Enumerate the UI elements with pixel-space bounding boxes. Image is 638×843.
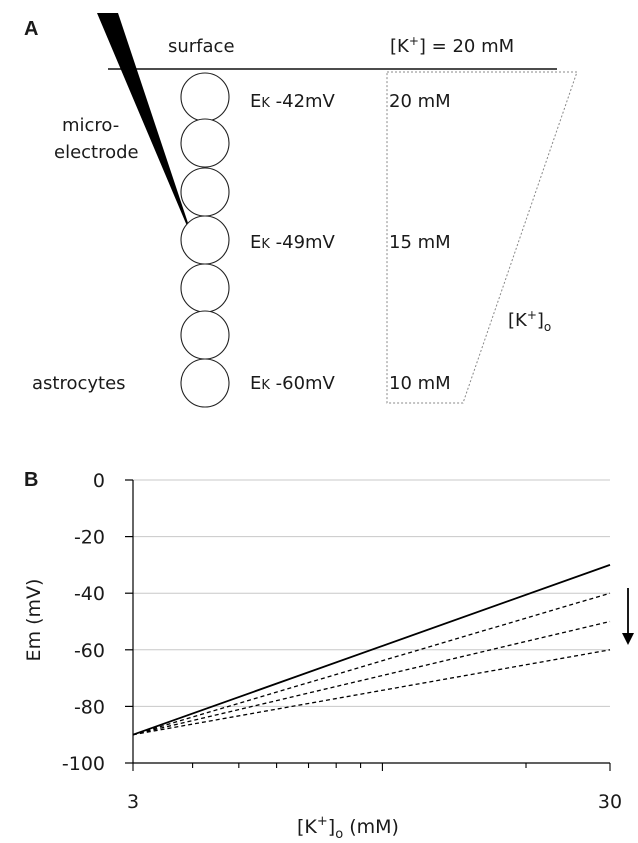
astrocyte-cell — [180, 167, 230, 217]
astrocytes-label: astrocytes — [32, 373, 126, 394]
x-tick-label: 3 — [127, 791, 139, 813]
astrocyte-cell — [180, 263, 230, 313]
series-line-3 — [132, 620, 611, 736]
x-axis-label: [K+]o (mM) — [297, 814, 399, 842]
ek-row-1: EK -42mV — [250, 91, 336, 112]
y-tick-label: 0 — [93, 470, 105, 492]
x-tick-label: 30 — [598, 791, 622, 813]
panel-a: A surface [K+] = 20 mM micro- electrode … — [24, 13, 578, 408]
y-tick-label: -60 — [74, 640, 105, 662]
y-tick-label: -80 — [74, 696, 105, 718]
surface-label: surface — [168, 36, 235, 57]
concentration-row-3: 10 mM — [389, 373, 451, 394]
bath-concentration-label: [K+] = 20 mM — [390, 34, 514, 57]
microelectrode-shape — [97, 13, 191, 233]
series-line-4 — [132, 649, 611, 736]
series-line-2 — [132, 592, 611, 736]
y-tick-labels: 0 -20 -40 -60 -80 -100 — [62, 470, 105, 775]
gradient-label: [K+]o — [508, 308, 551, 334]
astrocyte-chain — [180, 72, 230, 408]
astrocyte-cell — [180, 118, 230, 168]
astrocyte-cell — [180, 358, 230, 408]
panel-a-letter: A — [24, 18, 38, 40]
astrocyte-cell — [180, 215, 230, 265]
ek-row-2: EK -49mV — [250, 232, 336, 253]
y-tick-label: -20 — [74, 527, 105, 549]
chart-gridlines — [133, 479, 610, 707]
microelectrode-label-line2: electrode — [54, 142, 139, 163]
astrocyte-cell — [180, 72, 230, 122]
potassium-gradient-wedge — [386, 71, 578, 404]
panel-b: B 0 -20 -40 -60 -80 -100 3 30 Em (mV) [K+]o (m… — [23, 469, 634, 842]
y-axis-label: Em (mV) — [23, 579, 45, 662]
astrocyte-cell — [180, 310, 230, 360]
ek-row-3: EK -60mV — [250, 373, 336, 394]
concentration-row-1: 20 mM — [389, 91, 451, 112]
series-line-1 — [132, 564, 611, 736]
concentration-row-2: 15 mM — [389, 232, 451, 253]
x-tick-labels: 3 30 — [127, 791, 622, 813]
y-tick-label: -40 — [74, 583, 105, 605]
y-tick-label: -100 — [62, 753, 105, 775]
microelectrode-label-line1: micro- — [62, 115, 119, 136]
down-arrow — [622, 588, 634, 645]
chart-axes — [125, 479, 611, 771]
chart-series — [132, 564, 611, 736]
panel-b-letter: B — [24, 469, 38, 491]
